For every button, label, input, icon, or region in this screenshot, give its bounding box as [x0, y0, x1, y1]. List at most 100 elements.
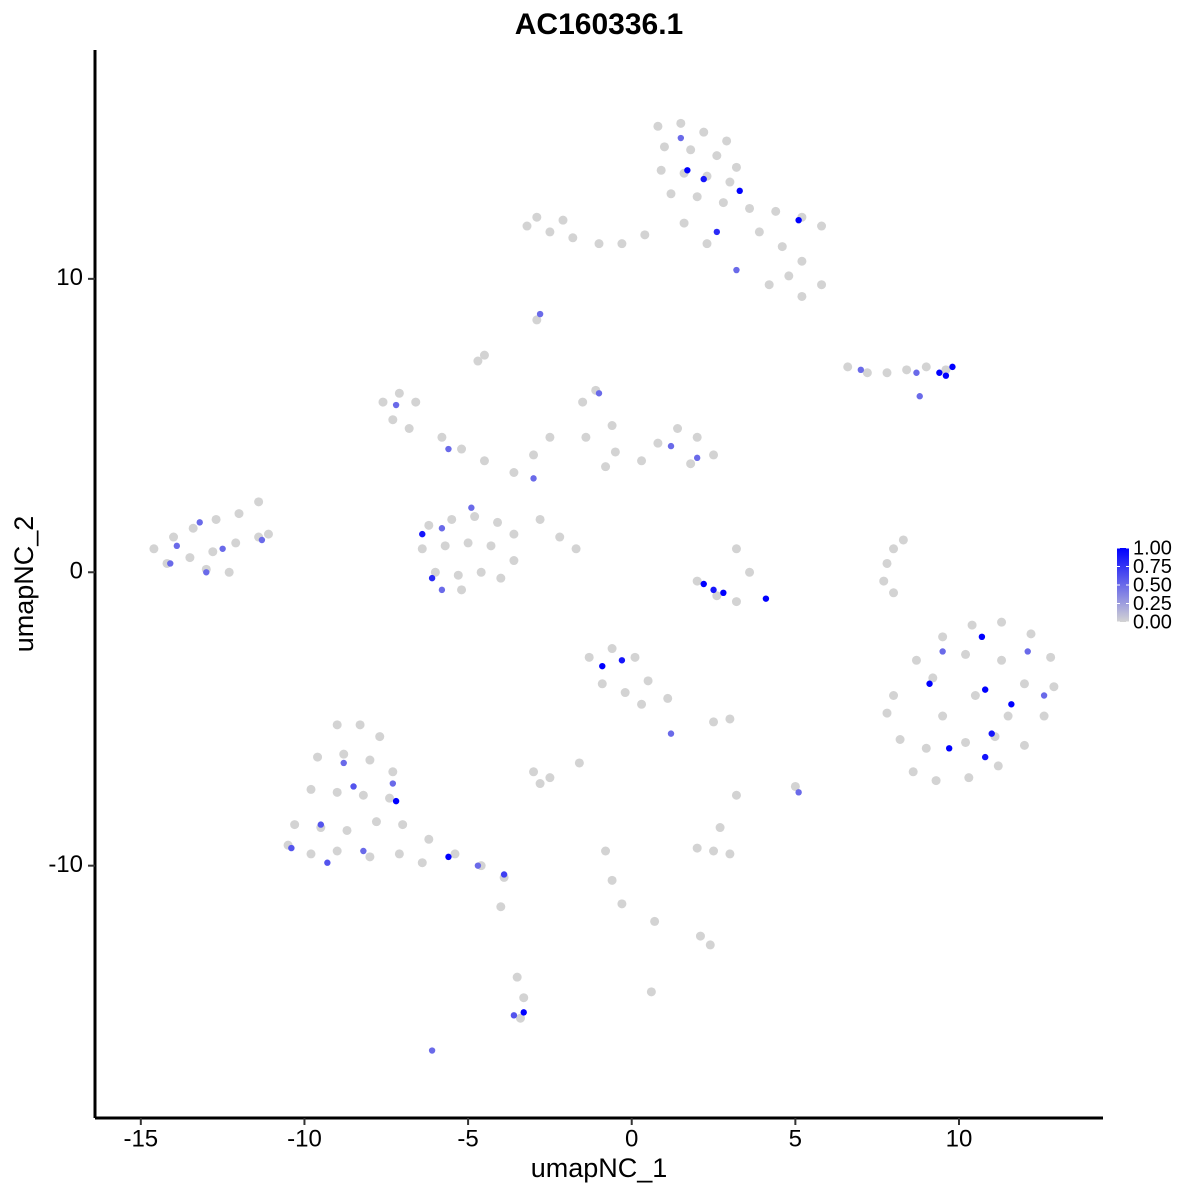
point — [817, 280, 827, 290]
point — [601, 846, 611, 856]
point — [365, 755, 375, 765]
point — [457, 585, 467, 595]
point — [637, 699, 647, 709]
y-axis-label: umapNC_2 — [9, 516, 39, 653]
point — [509, 468, 519, 478]
point — [718, 198, 728, 208]
point — [997, 655, 1007, 665]
point — [736, 187, 743, 195]
point — [705, 940, 715, 950]
point — [545, 227, 555, 237]
point — [712, 151, 722, 161]
point — [797, 256, 807, 266]
point — [722, 136, 732, 146]
point — [428, 1047, 436, 1054]
point — [385, 793, 395, 803]
x-tick-label: 5 — [789, 1125, 802, 1152]
point — [339, 749, 349, 759]
point — [332, 787, 342, 797]
x-tick-label: -15 — [123, 1125, 158, 1152]
point — [496, 573, 506, 583]
point — [224, 567, 234, 577]
point — [601, 462, 611, 472]
point — [1039, 711, 1049, 721]
point — [440, 541, 450, 551]
point — [961, 737, 971, 747]
point — [196, 519, 203, 526]
point — [684, 167, 691, 174]
point — [453, 570, 463, 580]
colorbar-label: 0.00 — [1133, 611, 1172, 633]
point — [679, 218, 689, 228]
point — [879, 576, 889, 586]
point — [677, 134, 685, 142]
point — [254, 497, 264, 507]
point — [532, 212, 542, 222]
point — [610, 447, 620, 457]
colorbar-label: 0.25 — [1133, 593, 1172, 615]
point — [355, 720, 365, 730]
point — [630, 652, 640, 662]
point — [653, 438, 663, 448]
point — [889, 544, 899, 554]
point — [607, 421, 617, 431]
point — [692, 432, 702, 442]
point — [945, 745, 953, 752]
point — [599, 662, 606, 670]
point — [1046, 652, 1056, 662]
point — [949, 363, 956, 371]
point — [997, 617, 1007, 627]
point — [445, 853, 452, 861]
point — [332, 720, 342, 730]
point — [450, 849, 460, 859]
point — [350, 783, 357, 790]
point — [371, 817, 381, 827]
point — [967, 620, 977, 630]
point — [595, 390, 603, 397]
point — [988, 730, 995, 737]
point — [211, 514, 221, 524]
point — [324, 859, 331, 866]
point — [581, 432, 591, 442]
point — [1008, 701, 1015, 708]
x-tick-label: 0 — [625, 1125, 638, 1152]
point — [692, 576, 702, 586]
point — [438, 586, 446, 594]
point — [1003, 711, 1013, 721]
point — [745, 203, 755, 213]
point — [754, 227, 764, 237]
point — [509, 529, 519, 539]
point — [258, 536, 266, 544]
point — [857, 366, 865, 374]
point — [862, 368, 872, 378]
x-tick-label: -5 — [457, 1125, 478, 1152]
point — [964, 773, 974, 783]
point — [463, 538, 473, 548]
point — [493, 517, 503, 527]
point — [496, 902, 506, 912]
point — [394, 388, 404, 398]
point — [597, 679, 607, 689]
point — [332, 846, 342, 856]
point — [695, 931, 705, 941]
point — [762, 595, 770, 602]
point — [981, 686, 989, 693]
point — [555, 532, 565, 542]
point — [486, 541, 496, 551]
point — [938, 632, 948, 642]
point — [921, 362, 931, 372]
point — [398, 820, 408, 830]
point — [692, 192, 702, 202]
point — [673, 423, 683, 433]
point — [417, 858, 427, 868]
point — [535, 779, 545, 789]
point — [529, 767, 539, 777]
y-tick-label: 10 — [56, 264, 83, 291]
point — [520, 1009, 527, 1016]
point — [358, 790, 368, 800]
point — [731, 162, 741, 172]
point — [700, 175, 707, 183]
point — [607, 644, 617, 654]
